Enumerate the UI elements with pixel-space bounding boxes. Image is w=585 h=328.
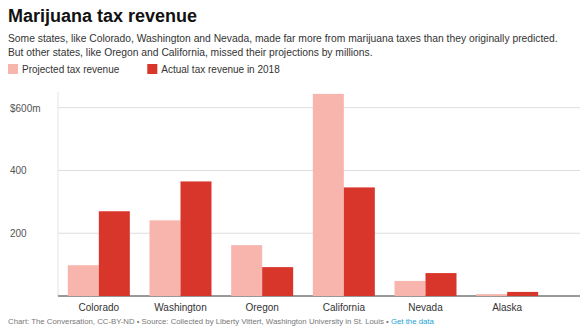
legend-label: Actual tax revenue in 2018 xyxy=(161,64,280,75)
bar xyxy=(313,94,344,296)
bar xyxy=(395,281,426,296)
bar xyxy=(426,273,457,296)
x-tick-label: Nevada xyxy=(408,302,443,313)
bar xyxy=(231,245,262,296)
y-tick-label: 400 xyxy=(10,165,27,176)
x-tick-label: Oregon xyxy=(245,302,278,313)
chart-svg: Marijuana tax revenue Some states, like C… xyxy=(0,0,585,328)
legend-swatch xyxy=(8,64,18,74)
bar xyxy=(344,187,375,296)
legend-label: Projected tax revenue xyxy=(22,64,120,75)
subtitle: But other states, like Oregon and Califo… xyxy=(8,47,373,58)
credit-text: Chart: The Conversation, CC-BY-ND • Sour… xyxy=(8,317,391,326)
bar xyxy=(262,267,293,296)
bars xyxy=(68,94,538,296)
bar xyxy=(181,181,212,296)
subtitle: Some states, like Colorado, Washington a… xyxy=(8,33,558,44)
bar xyxy=(476,294,507,296)
x-tick-label: California xyxy=(323,302,366,313)
bar xyxy=(507,292,538,296)
y-tick-label: 200 xyxy=(10,228,27,239)
x-tick-label: Colorado xyxy=(79,302,120,313)
credit-link[interactable]: Get the data xyxy=(391,317,435,326)
legend-swatch xyxy=(147,64,157,74)
title: Marijuana tax revenue xyxy=(8,6,197,26)
bar xyxy=(99,211,130,296)
y-axis-line xyxy=(58,92,59,296)
x-tick-label: Washington xyxy=(154,302,206,313)
y-tick-label: $600m xyxy=(10,103,41,114)
chart-root: Marijuana tax revenue Some states, like C… xyxy=(0,0,585,328)
credit: Chart: The Conversation, CC-BY-ND • Sour… xyxy=(8,317,434,326)
bar xyxy=(150,220,181,296)
bar xyxy=(68,265,99,296)
x-tick-label: Alaska xyxy=(492,302,522,313)
